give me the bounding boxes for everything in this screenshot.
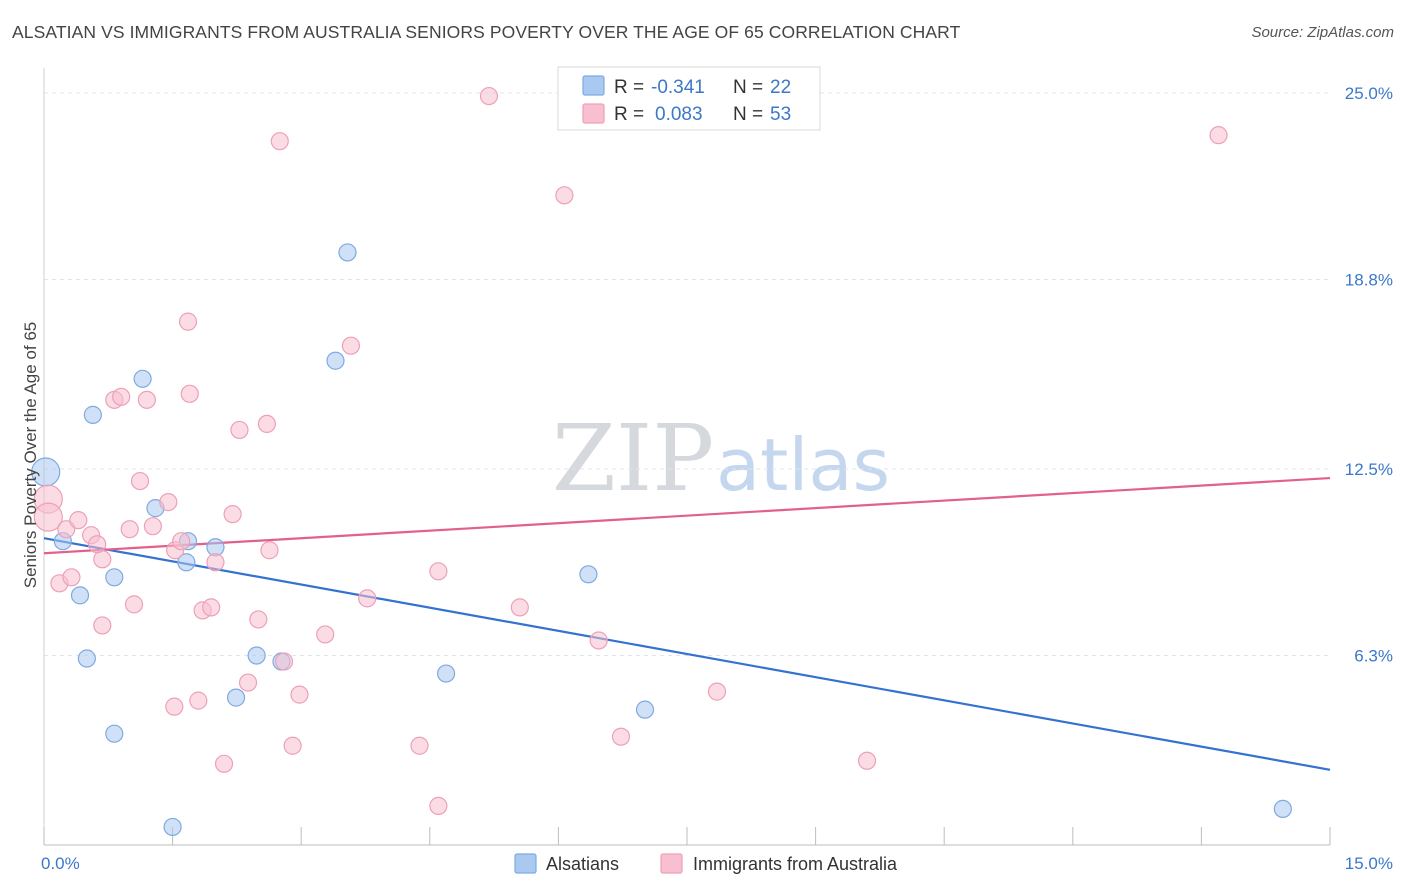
stats-r-label-australia: R = [614,104,644,125]
stats-swatch-alsatians [582,75,605,96]
point-australia-40 [358,589,377,608]
point-australia-3 [57,520,76,539]
point-australia-17 [159,493,178,512]
source-credit: Source: ZipAtlas.com [1251,24,1394,41]
y-tick-label-2: 18.8% [1345,271,1393,290]
point-alsatians-12 [163,817,182,837]
point-alsatians-7 [133,369,152,388]
point-australia-51 [1209,126,1228,145]
point-australia-39 [341,336,361,355]
stats-n-value-australia: 53 [770,104,791,125]
point-australia-43 [429,796,448,815]
point-australia-26 [206,553,225,572]
point-australia-6 [93,550,112,569]
point-australia-8 [88,535,107,554]
point-alsatians-10 [177,553,196,572]
point-alsatians-16 [326,351,345,370]
point-australia-5 [69,511,88,530]
gridlines [44,92,1330,657]
point-alsatians-5 [105,724,124,743]
x-tick-label-1: 15.0% [1345,854,1393,873]
point-alsatians-18 [436,664,456,683]
point-alsatians-4 [77,649,96,668]
data-points [31,86,1292,837]
stats-n-label-alsatians: N = [733,77,763,98]
legend-label-australia: Immigrants from Australia [693,854,898,874]
point-alsatians-14 [247,646,266,665]
watermark-zip: ZIP [552,405,714,512]
point-australia-23 [189,691,208,710]
point-australia-34 [270,132,289,151]
point-australia-41 [410,736,429,755]
y-tick-label-1: 12.5% [1345,460,1393,479]
point-australia-45 [510,598,529,617]
point-australia-22 [180,384,199,403]
point-australia-50 [857,751,877,770]
point-australia-42 [429,562,448,581]
trend-lines [43,476,1331,771]
point-australia-12 [120,520,139,539]
stats-r-value-australia: 0.083 [655,104,703,125]
stats-r-label-alsatians: R = [614,77,644,98]
trend-line-alsatians [43,537,1331,771]
point-alsatians-6 [105,568,124,587]
point-australia-48 [611,727,631,746]
point-australia-28 [223,505,242,524]
stats-n-value-alsatians: 22 [770,77,791,98]
point-australia-32 [257,414,277,434]
y-axis-label: Seniors Poverty Over the Age of 65 [21,322,40,588]
point-australia-47 [589,631,608,650]
point-alsatians-19 [579,565,598,584]
point-australia-14 [130,471,150,491]
watermark-atlas: atlas [716,423,890,507]
y-tick-label-0: 6.3% [1354,647,1393,666]
legend-label-alsatians: Alsatians [546,854,619,874]
point-australia-30 [238,673,258,692]
point-australia-36 [283,736,302,755]
point-alsatians-2 [70,586,90,605]
stats-box: R = -0.341 N = 22 R = 0.083 N = 53 [557,66,821,131]
point-australia-46 [555,186,574,205]
point-australia-19 [172,532,191,551]
legend-swatch-alsatians [514,853,537,874]
point-australia-4 [62,568,81,587]
stats-swatch-australia [582,103,605,124]
point-australia-44 [479,86,499,106]
point-australia-29 [230,420,249,440]
point-australia-11 [112,387,131,406]
point-australia-35 [274,652,294,671]
point-australia-21 [178,312,198,331]
axes [43,68,1331,846]
x-tick-label-0: 0.0% [41,854,80,873]
point-australia-37 [290,685,309,704]
point-australia-1 [33,502,63,532]
trend-line-australia [43,476,1331,555]
point-australia-49 [707,682,727,701]
point-australia-33 [260,541,279,560]
point-australia-16 [143,517,162,536]
y-tick-label-3: 25.0% [1345,84,1393,103]
legend: Alsatians Immigrants from Australia [514,853,898,874]
legend-swatch-australia [660,853,683,874]
tick-labels: 6.3% 12.5% 18.8% 25.0% 0.0% 15.0% [41,84,1393,873]
point-australia-27 [214,754,234,773]
point-australia-31 [249,610,268,629]
stats-r-value-alsatians: -0.341 [651,77,705,98]
point-australia-38 [316,625,335,644]
point-australia-13 [124,595,144,614]
chart-title: ALSATIAN VS IMMIGRANTS FROM AUSTRALIA SE… [12,22,961,42]
point-australia-15 [137,390,156,409]
point-alsatians-3 [83,405,102,424]
point-alsatians-17 [338,243,357,262]
point-alsatians-20 [635,700,655,719]
stats-n-label-australia: N = [733,104,763,125]
point-australia-20 [165,697,184,716]
point-australia-9 [93,616,112,635]
point-australia-25 [202,598,221,617]
point-alsatians-21 [1273,799,1292,819]
point-alsatians-13 [226,688,246,707]
